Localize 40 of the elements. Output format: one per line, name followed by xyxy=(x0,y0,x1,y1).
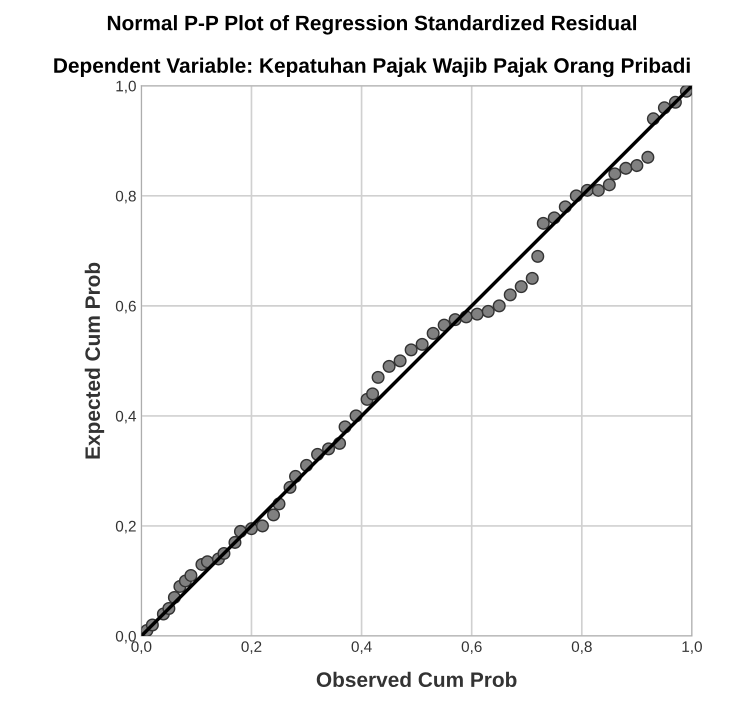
point xyxy=(416,338,429,351)
x-axis-title: Observed Cum Prob xyxy=(316,672,517,688)
point xyxy=(592,184,605,197)
point xyxy=(266,508,280,522)
chart-subtitle: Dependent Variable: Kepatuhan Pajak Wajib Pajak Orang Pribadi xyxy=(54,58,690,78)
point xyxy=(641,150,654,164)
y-tick-label: 1,0 xyxy=(116,80,136,94)
x-tick-label: 1,0 xyxy=(682,641,702,654)
point xyxy=(382,360,396,373)
point xyxy=(372,370,385,384)
y-tick-label: 0,4 xyxy=(116,410,136,424)
point xyxy=(482,304,495,318)
x-tick-label: 0,6 xyxy=(462,641,482,654)
point xyxy=(608,167,622,180)
point xyxy=(531,250,544,263)
x-tick-label: 0,4 xyxy=(352,641,372,654)
y-tick-label: 0,6 xyxy=(116,300,136,314)
y-tick-label: 0,0 xyxy=(116,630,136,644)
point xyxy=(256,519,269,532)
point xyxy=(394,354,407,368)
point xyxy=(492,299,506,312)
point xyxy=(526,272,539,285)
point xyxy=(184,568,198,582)
point xyxy=(602,178,616,192)
x-tick-label: 0,8 xyxy=(572,641,592,654)
point xyxy=(426,326,440,340)
x-tick-label: 0,2 xyxy=(241,641,262,654)
y-tick-label: 0,8 xyxy=(116,190,136,204)
point xyxy=(619,162,632,175)
chart-title: Normal P-P Plot of Regression Standardized Residual xyxy=(108,15,636,35)
point xyxy=(630,159,644,172)
y-tick-label: 0,2 xyxy=(116,520,136,534)
point xyxy=(404,343,418,356)
x-tick-label: 0,0 xyxy=(131,641,152,654)
point xyxy=(504,288,517,302)
y-axis-title: Expected Cum Prob xyxy=(84,262,104,458)
point xyxy=(514,280,528,294)
point xyxy=(470,308,484,321)
point xyxy=(536,216,550,230)
point xyxy=(366,387,380,400)
